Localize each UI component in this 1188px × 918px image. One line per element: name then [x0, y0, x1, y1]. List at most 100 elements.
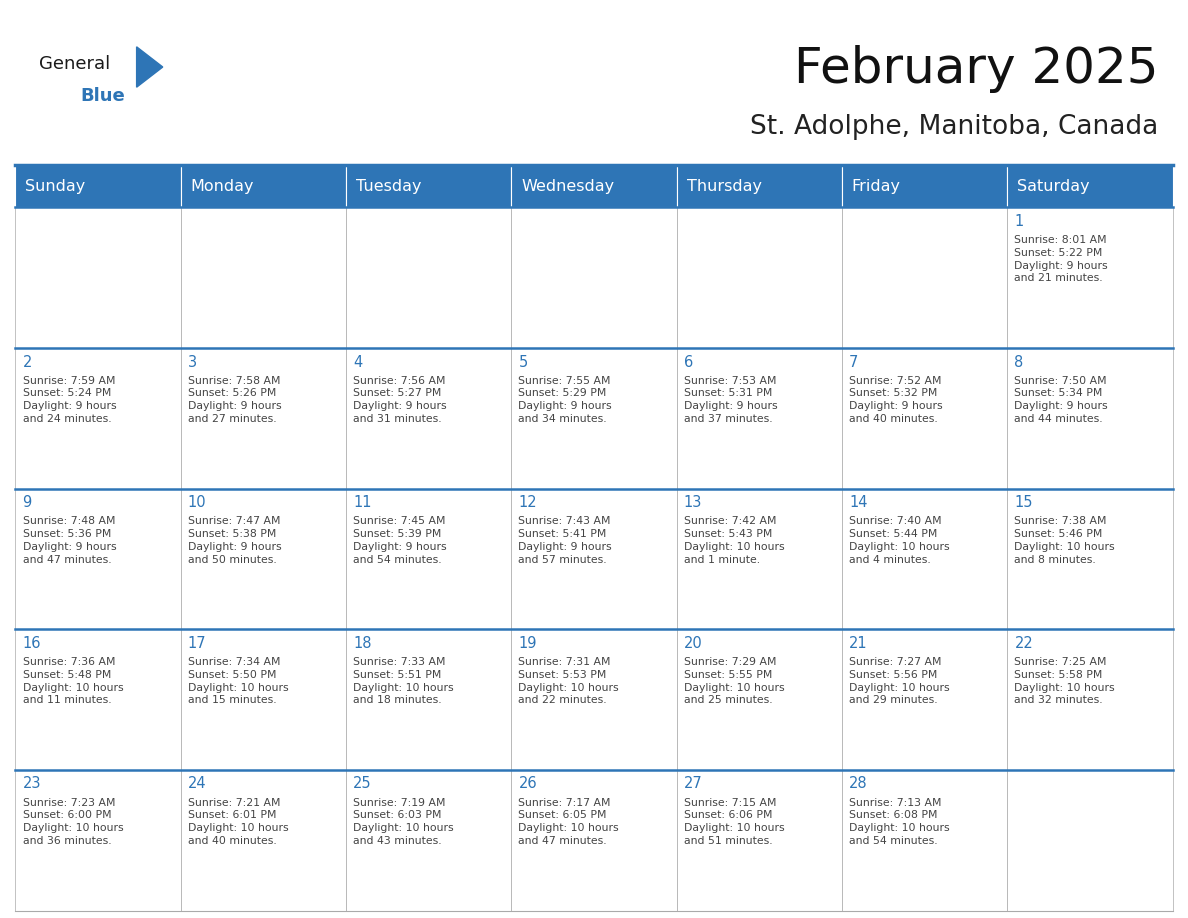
Text: Sunrise: 7:33 AM
Sunset: 5:51 PM
Daylight: 10 hours
and 18 minutes.: Sunrise: 7:33 AM Sunset: 5:51 PM Dayligh… — [353, 657, 454, 705]
Text: St. Adolphe, Manitoba, Canada: St. Adolphe, Manitoba, Canada — [750, 114, 1158, 140]
Bar — [511, 348, 677, 488]
Text: Friday: Friday — [852, 179, 901, 194]
Text: Sunrise: 7:50 AM
Sunset: 5:34 PM
Daylight: 9 hours
and 44 minutes.: Sunrise: 7:50 AM Sunset: 5:34 PM Dayligh… — [1015, 375, 1108, 424]
Text: 14: 14 — [849, 495, 867, 510]
Text: Sunrise: 7:38 AM
Sunset: 5:46 PM
Daylight: 10 hours
and 8 minutes.: Sunrise: 7:38 AM Sunset: 5:46 PM Dayligh… — [1015, 516, 1116, 565]
Bar — [346, 207, 511, 348]
Bar — [346, 488, 511, 630]
Bar — [677, 630, 842, 770]
Text: 26: 26 — [518, 777, 537, 791]
Text: 1: 1 — [1015, 214, 1024, 229]
Bar — [511, 165, 677, 207]
Text: Sunrise: 7:47 AM
Sunset: 5:38 PM
Daylight: 9 hours
and 50 minutes.: Sunrise: 7:47 AM Sunset: 5:38 PM Dayligh… — [188, 516, 282, 565]
Text: Blue: Blue — [81, 87, 126, 106]
Text: 11: 11 — [353, 495, 372, 510]
Text: Sunrise: 7:45 AM
Sunset: 5:39 PM
Daylight: 9 hours
and 54 minutes.: Sunrise: 7:45 AM Sunset: 5:39 PM Dayligh… — [353, 516, 447, 565]
Bar — [181, 165, 346, 207]
Text: Tuesday: Tuesday — [356, 179, 422, 194]
Bar — [181, 348, 346, 488]
Bar — [842, 770, 1007, 911]
Text: 10: 10 — [188, 495, 207, 510]
Bar — [346, 165, 511, 207]
Text: 27: 27 — [684, 777, 702, 791]
Text: Wednesday: Wednesday — [522, 179, 614, 194]
Bar — [842, 630, 1007, 770]
Bar — [181, 488, 346, 630]
Bar — [511, 630, 677, 770]
Text: Sunrise: 7:48 AM
Sunset: 5:36 PM
Daylight: 9 hours
and 47 minutes.: Sunrise: 7:48 AM Sunset: 5:36 PM Dayligh… — [23, 516, 116, 565]
Text: 16: 16 — [23, 636, 42, 651]
Bar — [181, 630, 346, 770]
Bar — [15, 348, 181, 488]
Text: 19: 19 — [518, 636, 537, 651]
Text: Sunday: Sunday — [25, 179, 86, 194]
Text: Sunrise: 7:31 AM
Sunset: 5:53 PM
Daylight: 10 hours
and 22 minutes.: Sunrise: 7:31 AM Sunset: 5:53 PM Dayligh… — [518, 657, 619, 705]
Bar — [15, 488, 181, 630]
Bar — [842, 488, 1007, 630]
Text: 8: 8 — [1015, 354, 1024, 370]
Text: 17: 17 — [188, 636, 207, 651]
Bar — [15, 165, 181, 207]
Text: Sunrise: 7:27 AM
Sunset: 5:56 PM
Daylight: 10 hours
and 29 minutes.: Sunrise: 7:27 AM Sunset: 5:56 PM Dayligh… — [849, 657, 949, 705]
Text: Sunrise: 7:23 AM
Sunset: 6:00 PM
Daylight: 10 hours
and 36 minutes.: Sunrise: 7:23 AM Sunset: 6:00 PM Dayligh… — [23, 798, 124, 846]
Text: 4: 4 — [353, 354, 362, 370]
Bar — [1007, 770, 1173, 911]
Bar — [15, 630, 181, 770]
Text: 6: 6 — [684, 354, 693, 370]
Text: Sunrise: 7:40 AM
Sunset: 5:44 PM
Daylight: 10 hours
and 4 minutes.: Sunrise: 7:40 AM Sunset: 5:44 PM Dayligh… — [849, 516, 949, 565]
Bar — [15, 207, 181, 348]
Text: 15: 15 — [1015, 495, 1032, 510]
Text: Sunrise: 8:01 AM
Sunset: 5:22 PM
Daylight: 9 hours
and 21 minutes.: Sunrise: 8:01 AM Sunset: 5:22 PM Dayligh… — [1015, 235, 1108, 284]
Text: Monday: Monday — [190, 179, 254, 194]
Bar — [346, 630, 511, 770]
Bar — [842, 348, 1007, 488]
Text: Sunrise: 7:15 AM
Sunset: 6:06 PM
Daylight: 10 hours
and 51 minutes.: Sunrise: 7:15 AM Sunset: 6:06 PM Dayligh… — [684, 798, 784, 846]
Text: Sunrise: 7:29 AM
Sunset: 5:55 PM
Daylight: 10 hours
and 25 minutes.: Sunrise: 7:29 AM Sunset: 5:55 PM Dayligh… — [684, 657, 784, 705]
Bar — [1007, 348, 1173, 488]
Text: 20: 20 — [684, 636, 702, 651]
Text: 12: 12 — [518, 495, 537, 510]
Text: 22: 22 — [1015, 636, 1034, 651]
Text: General: General — [39, 55, 110, 73]
Text: Sunrise: 7:17 AM
Sunset: 6:05 PM
Daylight: 10 hours
and 47 minutes.: Sunrise: 7:17 AM Sunset: 6:05 PM Dayligh… — [518, 798, 619, 846]
Bar — [15, 770, 181, 911]
Polygon shape — [137, 47, 163, 87]
Text: 21: 21 — [849, 636, 867, 651]
Text: Sunrise: 7:21 AM
Sunset: 6:01 PM
Daylight: 10 hours
and 40 minutes.: Sunrise: 7:21 AM Sunset: 6:01 PM Dayligh… — [188, 798, 289, 846]
Bar — [677, 165, 842, 207]
Bar — [511, 207, 677, 348]
Bar — [1007, 488, 1173, 630]
Bar — [1007, 207, 1173, 348]
Text: Sunrise: 7:56 AM
Sunset: 5:27 PM
Daylight: 9 hours
and 31 minutes.: Sunrise: 7:56 AM Sunset: 5:27 PM Dayligh… — [353, 375, 447, 424]
Text: 3: 3 — [188, 354, 197, 370]
Bar — [511, 488, 677, 630]
Text: Sunrise: 7:59 AM
Sunset: 5:24 PM
Daylight: 9 hours
and 24 minutes.: Sunrise: 7:59 AM Sunset: 5:24 PM Dayligh… — [23, 375, 116, 424]
Text: Sunrise: 7:55 AM
Sunset: 5:29 PM
Daylight: 9 hours
and 34 minutes.: Sunrise: 7:55 AM Sunset: 5:29 PM Dayligh… — [518, 375, 612, 424]
Bar — [346, 348, 511, 488]
Text: 7: 7 — [849, 354, 859, 370]
Text: Sunrise: 7:13 AM
Sunset: 6:08 PM
Daylight: 10 hours
and 54 minutes.: Sunrise: 7:13 AM Sunset: 6:08 PM Dayligh… — [849, 798, 949, 846]
Bar — [677, 488, 842, 630]
Text: Sunrise: 7:36 AM
Sunset: 5:48 PM
Daylight: 10 hours
and 11 minutes.: Sunrise: 7:36 AM Sunset: 5:48 PM Dayligh… — [23, 657, 124, 705]
Text: Saturday: Saturday — [1017, 179, 1089, 194]
Bar — [1007, 630, 1173, 770]
Text: Sunrise: 7:25 AM
Sunset: 5:58 PM
Daylight: 10 hours
and 32 minutes.: Sunrise: 7:25 AM Sunset: 5:58 PM Dayligh… — [1015, 657, 1116, 705]
Bar — [181, 770, 346, 911]
Text: 2: 2 — [23, 354, 32, 370]
Text: Thursday: Thursday — [687, 179, 762, 194]
Text: February 2025: February 2025 — [794, 45, 1158, 93]
Bar — [842, 207, 1007, 348]
Text: Sunrise: 7:42 AM
Sunset: 5:43 PM
Daylight: 10 hours
and 1 minute.: Sunrise: 7:42 AM Sunset: 5:43 PM Dayligh… — [684, 516, 784, 565]
Bar — [677, 207, 842, 348]
Text: Sunrise: 7:43 AM
Sunset: 5:41 PM
Daylight: 9 hours
and 57 minutes.: Sunrise: 7:43 AM Sunset: 5:41 PM Dayligh… — [518, 516, 612, 565]
Text: 9: 9 — [23, 495, 32, 510]
Text: 18: 18 — [353, 636, 372, 651]
Bar — [677, 770, 842, 911]
Text: Sunrise: 7:52 AM
Sunset: 5:32 PM
Daylight: 9 hours
and 40 minutes.: Sunrise: 7:52 AM Sunset: 5:32 PM Dayligh… — [849, 375, 943, 424]
Text: 24: 24 — [188, 777, 207, 791]
Text: 5: 5 — [518, 354, 527, 370]
Text: Sunrise: 7:58 AM
Sunset: 5:26 PM
Daylight: 9 hours
and 27 minutes.: Sunrise: 7:58 AM Sunset: 5:26 PM Dayligh… — [188, 375, 282, 424]
Text: 13: 13 — [684, 495, 702, 510]
Text: 28: 28 — [849, 777, 867, 791]
Bar — [842, 165, 1007, 207]
